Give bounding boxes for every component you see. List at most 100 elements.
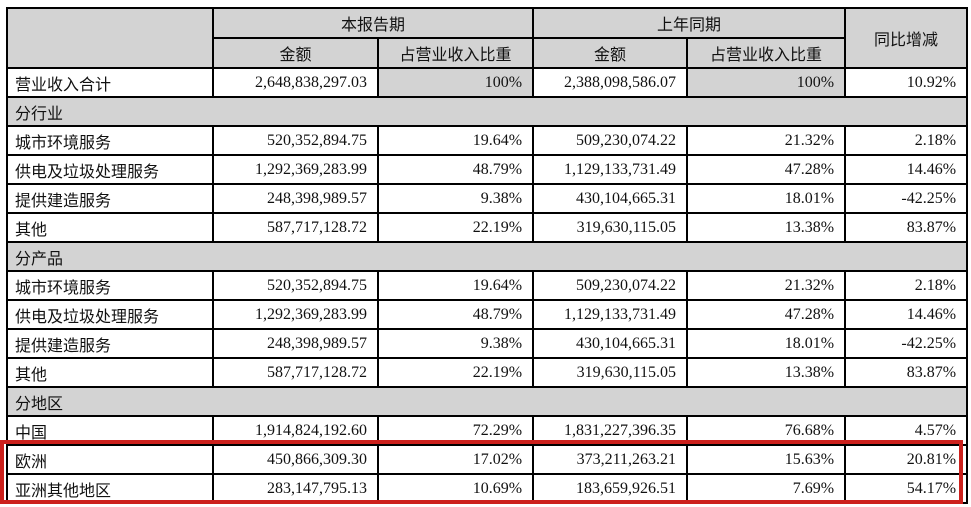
share-prior-cell: 47.28% [686, 299, 847, 330]
header-amount-current: 金额 [212, 37, 379, 69]
share-prior-cell: 100% [686, 67, 847, 98]
table-header: 本报告期 上年同期 同比增减 金额 占营业收入比重 金额 占营业收入比重 [6, 7, 969, 69]
amount-prior-cell: 1,129,133,731.49 [532, 299, 689, 330]
corner-cell [6, 7, 214, 69]
yoy-cell: 83.87% [844, 212, 969, 243]
share-prior-cell: 21.32% [686, 270, 847, 301]
section-row: 分产品 [5, 241, 969, 272]
share-prior-cell: 18.01% [686, 183, 847, 214]
amount-current-cell: 2,648,838,297.03 [212, 67, 379, 98]
amount-current-cell: 248,398,989.57 [212, 328, 379, 359]
row-label: 营业收入合计 [6, 67, 214, 98]
amount-current-cell: 1,914,824,192.60 [212, 415, 379, 446]
row-label: 中国 [6, 415, 214, 446]
share-prior-cell: 15.63% [686, 444, 847, 475]
table-row: 其他 587,717,128.72 22.19% 319,630,115.05 13.3… [6, 212, 969, 243]
share-current-cell: 48.79% [376, 299, 535, 330]
share-prior-cell: 47.28% [686, 154, 847, 185]
table-row: 欧洲 450,866,309.30 17.02% 373,211,263.21 15.6… [6, 444, 969, 475]
yoy-cell: 10.92% [844, 67, 969, 98]
amount-prior-cell: 430,104,665.31 [532, 183, 689, 214]
amount-prior-cell: 430,104,665.31 [532, 328, 689, 359]
table-row: 营业收入合计 2,648,838,297.03 100% 2,388,098,586.… [6, 67, 969, 98]
header-current-period: 本报告期 [211, 7, 535, 39]
yoy-cell: 2.18% [844, 270, 969, 301]
share-prior-cell: 18.01% [686, 328, 847, 359]
row-label: 其他 [6, 357, 214, 388]
amount-current-cell: 1,292,369,283.99 [212, 299, 379, 330]
share-current-cell: 72.29% [376, 415, 535, 446]
share-current-cell: 22.19% [376, 357, 535, 388]
share-current-cell: 19.64% [376, 270, 535, 301]
share-current-cell: 17.02% [376, 444, 535, 475]
table-row: 城市环境服务 520,352,894.75 19.64% 509,230,074.22… [6, 125, 969, 156]
table-row: 供电及垃圾处理服务 1,292,369,283.99 48.79% 1,129,133… [6, 299, 969, 330]
table-row: 供电及垃圾处理服务 1,292,369,283.99 48.79% 1,129,133… [6, 154, 969, 185]
amount-current-cell: 450,866,309.30 [212, 444, 379, 475]
row-label: 供电及垃圾处理服务 [6, 154, 214, 185]
yoy-cell: -42.25% [844, 328, 969, 359]
amount-prior-cell: 373,211,263.21 [532, 444, 689, 475]
share-current-cell: 22.19% [376, 212, 535, 243]
share-current-cell: 9.38% [376, 328, 535, 359]
section-row: 分地区 [5, 386, 969, 417]
amount-current-cell: 520,352,894.75 [212, 270, 379, 301]
amount-current-cell: 1,292,369,283.99 [212, 154, 379, 185]
row-label: 提供建造服务 [6, 328, 214, 359]
amount-prior-cell: 2,388,098,586.07 [532, 67, 689, 98]
amount-current-cell: 587,717,128.72 [212, 212, 379, 243]
table-row: 城市环境服务 520,352,894.75 19.64% 509,230,074.22… [6, 270, 969, 301]
amount-current-cell: 248,398,989.57 [212, 183, 379, 214]
amount-prior-cell: 1,831,227,396.35 [532, 415, 689, 446]
header-yoy-change: 同比增减 [844, 7, 969, 69]
row-label: 提供建造服务 [6, 183, 214, 214]
share-prior-cell: 13.38% [686, 212, 847, 243]
table-row: 中国 1,914,824,192.60 72.29% 1,831,227,396.35… [6, 415, 969, 446]
header-amount-prior: 金额 [532, 37, 689, 69]
revenue-breakdown-table-wrap: 本报告期 上年同期 同比增减 金额 占营业收入比重 金额 占营业收入比重 营业收… [5, 7, 969, 504]
row-label: 城市环境服务 [6, 270, 214, 301]
amount-current-cell: 587,717,128.72 [212, 357, 379, 388]
amount-prior-cell: 319,630,115.05 [532, 357, 689, 388]
section-label: 分产品 [5, 241, 969, 272]
table-body: 营业收入合计 2,648,838,297.03 100% 2,388,098,586.… [5, 67, 969, 504]
yoy-cell: 20.81% [844, 444, 969, 475]
yoy-cell: 54.17% [844, 473, 969, 504]
table-row: 其他 587,717,128.72 22.19% 319,630,115.05 13.3… [6, 357, 969, 388]
yoy-cell: 83.87% [844, 357, 969, 388]
amount-prior-cell: 1,129,133,731.49 [532, 154, 689, 185]
yoy-cell: 14.46% [844, 154, 969, 185]
header-prior-period: 上年同期 [532, 7, 847, 39]
table-row: 亚洲其他地区 283,147,795.13 10.69% 183,659,926.51… [6, 473, 969, 504]
share-prior-cell: 21.32% [686, 125, 847, 156]
row-label: 供电及垃圾处理服务 [6, 299, 214, 330]
share-current-cell: 9.38% [376, 183, 535, 214]
share-current-cell: 100% [376, 67, 535, 98]
table-row: 提供建造服务 248,398,989.57 9.38% 430,104,665.31 1… [6, 183, 969, 214]
share-current-cell: 19.64% [376, 125, 535, 156]
amount-prior-cell: 183,659,926.51 [532, 473, 689, 504]
row-label: 欧洲 [6, 444, 214, 475]
share-prior-cell: 7.69% [686, 473, 847, 504]
section-row: 分行业 [5, 96, 969, 127]
share-prior-cell: 76.68% [686, 415, 847, 446]
header-sub-row: 金额 占营业收入比重 金额 占营业收入比重 [7, 37, 967, 69]
row-label: 其他 [6, 212, 214, 243]
amount-current-cell: 283,147,795.13 [212, 473, 379, 504]
share-prior-cell: 13.38% [686, 357, 847, 388]
table-row: 提供建造服务 248,398,989.57 9.38% 430,104,665.31 1… [6, 328, 969, 359]
header-share-current: 占营业收入比重 [376, 37, 535, 69]
amount-prior-cell: 319,630,115.05 [532, 212, 689, 243]
amount-current-cell: 520,352,894.75 [212, 125, 379, 156]
amount-prior-cell: 509,230,074.22 [532, 270, 689, 301]
section-label: 分行业 [5, 96, 969, 127]
yoy-cell: 4.57% [844, 415, 969, 446]
share-current-cell: 10.69% [376, 473, 535, 504]
amount-prior-cell: 509,230,074.22 [532, 125, 689, 156]
row-label: 城市环境服务 [6, 125, 214, 156]
header-share-prior: 占营业收入比重 [686, 37, 847, 69]
revenue-breakdown-table: 本报告期 上年同期 同比增减 金额 占营业收入比重 金额 占营业收入比重 营业收… [5, 7, 969, 504]
header-group-row: 本报告期 上年同期 同比增减 [6, 7, 969, 69]
share-current-cell: 48.79% [376, 154, 535, 185]
yoy-cell: 14.46% [844, 299, 969, 330]
